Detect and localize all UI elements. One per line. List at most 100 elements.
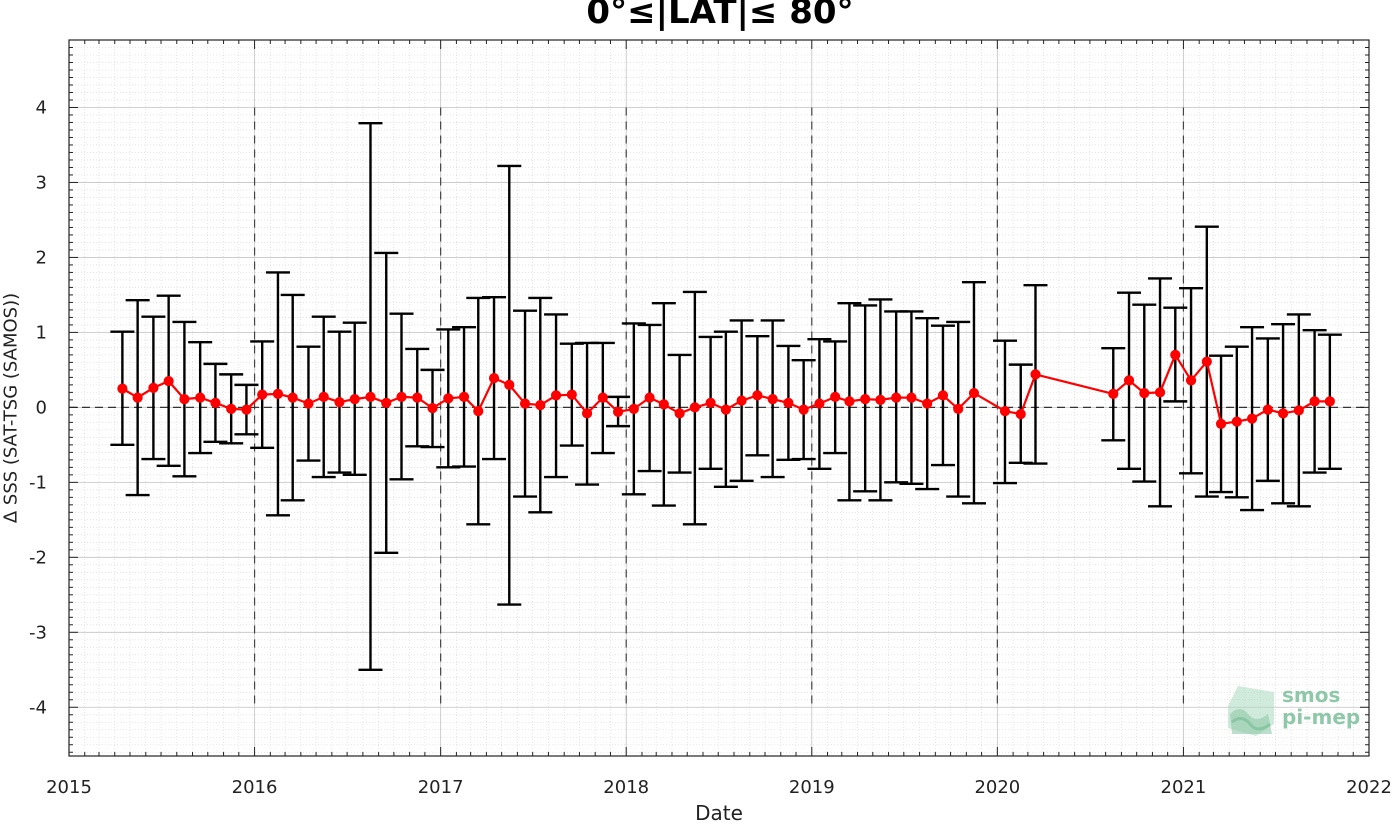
data-point [814,398,825,409]
data-point [674,408,685,419]
data-point [132,392,143,403]
data-point [968,388,980,399]
y-tick-label: 3 [36,172,47,193]
data-point [736,395,747,406]
data-point [1030,369,1041,380]
data-point [504,379,515,390]
data-point [1215,418,1227,429]
x-tick-label: 2017 [418,777,464,798]
data-point [612,406,624,417]
data-point [1309,396,1320,407]
data-point [365,391,376,402]
data-point [767,394,778,405]
data-point [891,392,902,403]
data-point [922,398,933,409]
logo-line2: pi-mep [1282,705,1361,729]
data-point [1293,405,1304,416]
data-point [1262,404,1273,415]
data-point [752,390,763,401]
data-point [349,394,360,405]
y-tick-label: 1 [36,322,47,343]
y-axis-label: Δ SSS (SAT-TSG (SAMOS)) [0,292,22,524]
data-point [473,406,484,417]
data-point [1170,349,1181,360]
axes-frame [68,39,1370,757]
data-point [1201,356,1212,367]
data-point [875,394,886,405]
data-point [163,376,174,387]
logo-wave-icon [1228,686,1274,736]
data-point [396,391,407,402]
data-point [550,390,562,401]
y-tick-label: 4 [36,97,47,118]
chart-title: 0°≤|LAT|≤ 80° [586,0,854,32]
data-point [381,397,392,408]
data-point [287,392,298,403]
logo-line1: smos [1282,683,1341,707]
data-point [1231,416,1242,427]
x-tick-label: 2015 [46,777,92,798]
ticks [68,39,1370,756]
y-tick-label: 2 [36,247,47,268]
data-point [318,391,329,402]
data-point [628,403,639,414]
data-point [844,396,855,407]
x-tick-label: 2021 [1161,777,1207,798]
x-tick-label: 2019 [789,777,835,798]
data-point [953,403,964,414]
data-point [535,400,546,411]
data-point [720,404,731,415]
data-point [1154,387,1166,398]
data-point [117,383,128,394]
data-point [1123,375,1135,386]
data-point [257,389,268,400]
data-point [937,390,949,401]
data-point [272,388,284,399]
data-point [334,397,345,408]
data-point [458,391,470,402]
tick-labels: -4 -3 -2 -1 0 1 2 3 4 2015 2016 2017 2018 2019 2020 202… [29,97,1392,798]
data-point [195,392,206,403]
data-point [1277,408,1289,419]
data-point [519,398,531,409]
x-tick-label: 2022 [1346,777,1392,798]
y-tick-label: 0 [36,397,47,418]
data-point [148,382,159,393]
data-point [1015,409,1026,420]
data-point [1246,413,1258,424]
logo-text: smos pi-mep [1282,684,1360,728]
data-point [860,394,871,405]
data-point [597,392,608,403]
data-point [1139,388,1150,399]
data-point [1324,396,1335,407]
data-point [241,404,252,415]
data-point [1108,388,1119,399]
data-point [427,403,438,414]
data-point [906,392,917,403]
grid [68,39,1370,756]
data-point [412,392,423,403]
data-point [1185,375,1197,386]
series [117,349,1335,429]
x-tick-label: 2020 [974,777,1020,798]
data-point [999,406,1011,417]
data-point [488,373,500,384]
x-axis-label: Date [695,801,743,825]
data-point [303,398,314,409]
y-tick-label: -3 [29,622,47,643]
data-point [226,403,237,414]
data-point [210,397,221,408]
data-point [830,391,841,402]
data-point [689,402,700,413]
data-point [705,397,716,408]
y-tick-label: -2 [29,547,47,568]
x-tick-label: 2016 [232,777,278,798]
y-tick-label: -1 [29,472,47,493]
y-tick-label: -4 [29,697,47,718]
data-point [783,397,794,408]
data-point [179,394,190,405]
data-point [566,389,577,400]
data-point [581,408,593,419]
data-point [798,404,809,415]
